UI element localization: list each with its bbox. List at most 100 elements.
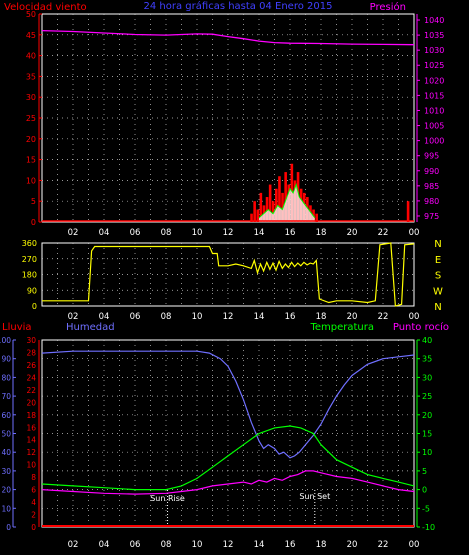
temperature-tick-label: 35	[422, 355, 432, 364]
rain-tick-label: 90	[1, 355, 11, 364]
direction-tick-label: 0	[32, 302, 37, 311]
dewpoint-label: Punto rocío	[393, 321, 449, 333]
pressure-tick-label: 975	[424, 212, 439, 221]
x-tick-label: 04	[99, 540, 110, 550]
rain-tick-label: 40	[1, 448, 11, 457]
compass-label: E	[435, 255, 441, 266]
pressure-tick-label: 1030	[424, 46, 444, 55]
sunset-label: Sun Set	[299, 492, 330, 501]
rain-tick-label: 100	[0, 336, 11, 345]
x-tick-label: 00	[409, 540, 420, 550]
temperature-tick-label: 30	[422, 373, 432, 382]
wind-tick-label: 50	[26, 10, 36, 19]
compass-label: N	[434, 302, 441, 313]
rain-tick-label: 0	[6, 523, 11, 532]
x-tick-label: 10	[192, 228, 203, 238]
sunrise-label: Sun Rise	[150, 494, 185, 503]
wind-gust-bar	[256, 209, 260, 222]
x-tick-label: 08	[161, 228, 172, 238]
x-tick-label: 10	[192, 312, 203, 322]
x-tick-label: 06	[130, 312, 141, 322]
direction-tick-label: 360	[22, 239, 37, 248]
humidity-tick-label: 6	[31, 486, 36, 495]
wind-gust-bar	[275, 188, 278, 222]
wind-tick-label: 20	[26, 135, 36, 144]
humidity-tick-label: 20	[26, 398, 36, 407]
direction-tick-label: 90	[27, 286, 37, 295]
wind-gust-bar	[406, 201, 410, 222]
temperature-tick-label: 5	[422, 467, 427, 476]
x-tick-label: 22	[378, 312, 389, 322]
x-tick-label: 04	[99, 228, 110, 238]
x-tick-label: 22	[378, 540, 389, 550]
humidity-tick-label: 2	[31, 511, 36, 520]
pressure-tick-label: 1005	[424, 122, 444, 131]
pressure-tick-label: 1020	[424, 76, 444, 85]
x-tick-label: 18	[316, 312, 327, 322]
wind-gust-bar	[278, 176, 281, 222]
chart-title: 24 hora gráficas hasta 04 Enero 2015	[144, 0, 333, 12]
temperature-tick-label: 15	[422, 430, 432, 439]
x-tick-label: 04	[99, 312, 110, 322]
temperature-tick-label: 40	[422, 336, 432, 345]
pressure-tick-label: 980	[424, 197, 439, 206]
wind-tick-label: 15	[26, 156, 36, 165]
x-tick-label: 20	[347, 540, 358, 550]
x-tick-label: 12	[223, 312, 234, 322]
x-tick-label: 18	[316, 228, 327, 238]
pressure-tick-label: 990	[424, 167, 439, 176]
humidity-tick-label: 4	[31, 498, 36, 507]
compass-label: S	[435, 271, 441, 282]
wind-gust-bar	[265, 197, 269, 222]
wind-direction-line	[42, 242, 415, 307]
x-tick-label: 08	[161, 540, 172, 550]
x-tick-label: 14	[254, 312, 265, 322]
pressure-tick-label: 1040	[424, 16, 444, 25]
rain-tick-label: 70	[1, 392, 11, 401]
humidity-tick-label: 14	[26, 436, 36, 445]
x-tick-label: 16	[285, 228, 296, 238]
wind-average-area	[259, 184, 315, 222]
pressure-tick-label: 1000	[424, 137, 444, 146]
humidity-tick-label: 8	[31, 473, 36, 482]
wind-gust-bar	[284, 172, 287, 222]
x-tick-label: 10	[192, 540, 203, 550]
pressure-line	[41, 29, 415, 46]
wind-tick-label: 45	[26, 31, 36, 40]
compass-label: N	[434, 239, 441, 250]
x-tick-label: 14	[254, 540, 265, 550]
pressure-tick-label: 1035	[424, 31, 444, 40]
temperature-tick-label: 0	[422, 486, 427, 495]
x-tick-label: 16	[285, 312, 296, 322]
humidity-tick-label: 18	[26, 411, 36, 420]
humidity-tick-label: 24	[26, 373, 36, 382]
rain-tick-label: 60	[1, 411, 11, 420]
humidity-tick-label: 30	[26, 336, 36, 345]
x-tick-label: 12	[223, 540, 234, 550]
wind-average-line	[258, 182, 316, 219]
pressure-tick-label: 1025	[424, 61, 444, 70]
pressure-tick-label: 985	[424, 182, 439, 191]
wind-tick-label: 40	[26, 52, 36, 61]
rain-tick-label: 20	[1, 486, 11, 495]
pressure-tick-label: 995	[424, 152, 439, 161]
x-tick-label: 20	[347, 228, 358, 238]
temperature-line	[41, 425, 415, 491]
x-tick-label: 16	[285, 540, 296, 550]
wind-gust-bar	[315, 213, 318, 222]
x-tick-label: 02	[68, 312, 79, 322]
x-tick-label: 02	[68, 228, 79, 238]
wind-tick-label: 0	[31, 218, 36, 227]
wind-gust-bar	[271, 201, 275, 222]
wind-tick-label: 25	[26, 114, 36, 123]
direction-tick-label: 180	[22, 271, 37, 280]
humidity-tick-label: 16	[26, 423, 36, 432]
temperature-tick-label: 20	[422, 411, 432, 420]
wind-gust-bar	[250, 213, 253, 222]
wind-gust-bar	[259, 192, 263, 222]
wind-tick-label: 10	[26, 176, 36, 185]
humidity-tick-label: 26	[26, 361, 36, 370]
rain-tick-label: 80	[1, 373, 11, 382]
humidity-tick-label: 28	[26, 348, 36, 357]
